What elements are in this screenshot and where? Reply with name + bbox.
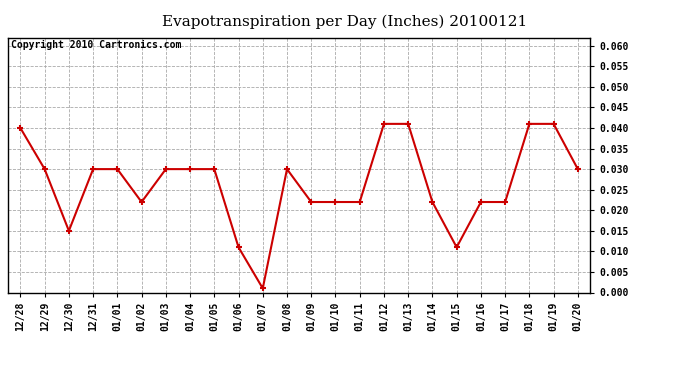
Text: Copyright 2010 Cartronics.com: Copyright 2010 Cartronics.com	[11, 40, 181, 50]
Text: Evapotranspiration per Day (Inches) 20100121: Evapotranspiration per Day (Inches) 2010…	[162, 15, 528, 29]
